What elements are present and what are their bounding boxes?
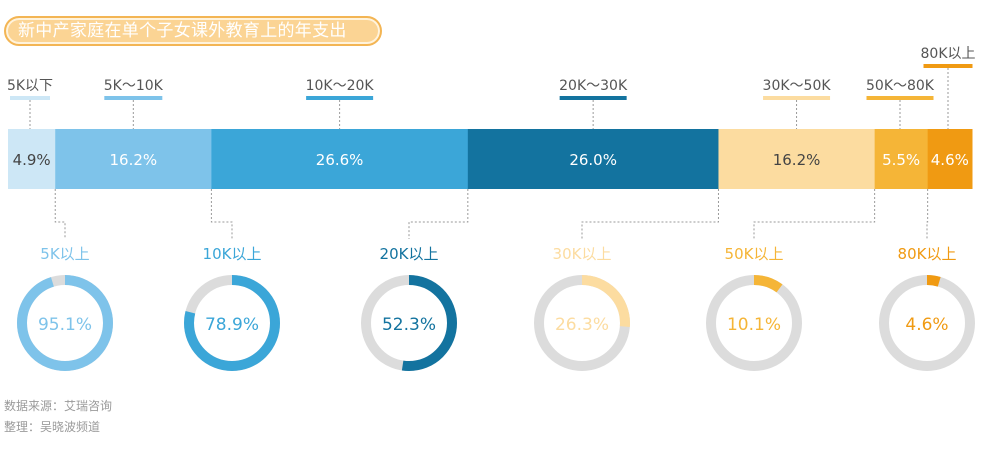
source-note: 数据来源：艾瑞咨询 (4, 399, 113, 413)
donut-value-label: 78.9% (205, 315, 259, 335)
donut-value-label: 52.3% (382, 315, 436, 335)
donut-connector (210, 189, 233, 239)
donut-arc (184, 275, 280, 371)
donut-arc (879, 275, 975, 371)
donut-connector (926, 189, 929, 239)
donut-label: 30K以上 (553, 245, 612, 263)
category-label: 5K～10K (104, 78, 164, 94)
donut-arc (361, 275, 457, 371)
bar-value-label: 4.9% (13, 151, 51, 169)
bar-segment (55, 129, 212, 189)
donut-value-label: 4.6% (905, 315, 948, 335)
category-label: 30K～50K (763, 78, 832, 94)
category-label: 5K以下 (7, 78, 53, 94)
category-label: 20K～30K (559, 78, 628, 94)
bar-segment (927, 129, 973, 189)
category-underline (306, 96, 374, 100)
donut-connector (54, 189, 66, 239)
bar-value-label: 26.6% (316, 151, 364, 169)
donut-value-label: 26.3% (555, 315, 609, 335)
category-underline (763, 96, 831, 100)
donut-label: 50K以上 (725, 245, 784, 263)
category-label: 50K～80K (866, 78, 935, 94)
donut-arc (17, 275, 113, 371)
bar-segment (718, 129, 876, 189)
category-label: 80K以上 (921, 46, 976, 62)
donut-connector (408, 189, 469, 239)
category-underline (10, 96, 50, 100)
donut-arc (534, 275, 630, 371)
editor-note: 整理：吴晓波频道 (4, 420, 101, 434)
chart-title: 新中产家庭在单个子女课外教育上的年支出 (4, 16, 382, 46)
donut-value-label: 10.1% (727, 315, 781, 335)
bar-value-label: 16.2% (109, 151, 157, 169)
bar-value-label: 16.2% (773, 151, 821, 169)
category-underline (104, 96, 163, 100)
donut-label: 5K以上 (40, 245, 89, 263)
bar-value-label: 26.0% (569, 151, 617, 169)
bar-value-label: 4.6% (931, 151, 969, 169)
category-underline (866, 96, 934, 100)
donut-label: 80K以上 (898, 245, 957, 263)
category-underline (923, 64, 973, 68)
donut-label: 20K以上 (380, 245, 439, 263)
bar-segment (874, 129, 929, 189)
bar-segment (8, 129, 56, 189)
category-label: 10K～20K (306, 78, 375, 94)
donut-value-label: 95.1% (38, 315, 92, 335)
bar-value-label: 5.5% (882, 151, 920, 169)
donut-arc (706, 275, 802, 371)
donut-connector (581, 189, 719, 239)
donut-connector (753, 189, 876, 239)
bar-segment (467, 129, 719, 189)
donut-label: 10K以上 (203, 245, 262, 263)
bar-segment (211, 129, 469, 189)
category-underline (559, 96, 627, 100)
